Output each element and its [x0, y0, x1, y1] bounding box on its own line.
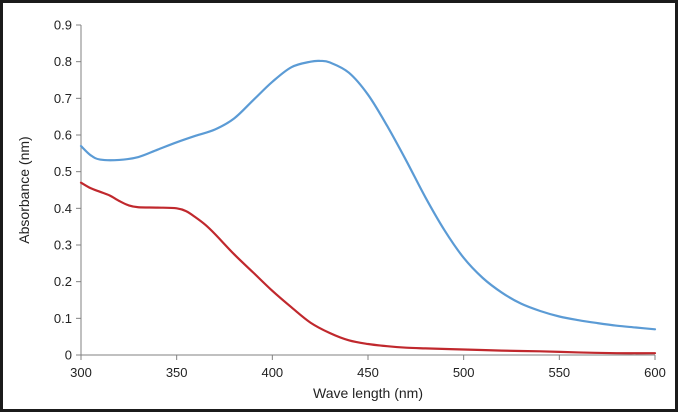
y-axis-title: Absorbance (nm) — [16, 136, 32, 243]
red-curve-line — [79, 181, 657, 355]
x-tick-label: 400 — [261, 365, 283, 380]
y-tick-label: 0.6 — [54, 128, 72, 143]
y-tick-label: 0 — [65, 348, 72, 363]
y-tick-label: 0.3 — [54, 238, 72, 253]
x-tick-label: 500 — [453, 365, 475, 380]
x-tick-label: 350 — [166, 365, 188, 380]
x-tick-label: 300 — [70, 365, 92, 380]
series — [79, 59, 657, 355]
y-tick-label: 0.4 — [54, 201, 72, 216]
x-tick-label: 450 — [357, 365, 379, 380]
y-tick-label: 0.7 — [54, 91, 72, 106]
axes — [80, 25, 655, 356]
blue-curve-line — [79, 59, 657, 331]
x-tick-label: 550 — [548, 365, 570, 380]
absorbance-line-chart: 0 0.1 0.2 0.3 0.4 0.5 0.6 0.7 0.8 0.9 300 350 400 450… — [16, 18, 666, 402]
x-tick-label: 600 — [644, 365, 666, 380]
y-tick-label: 0.9 — [54, 18, 72, 33]
x-axis-title: Wave length (nm) — [313, 385, 423, 401]
y-tick-label: 0.2 — [54, 274, 72, 289]
y-tick-label: 0.5 — [54, 164, 72, 179]
y-tick-label: 0.1 — [54, 311, 72, 326]
ticks: 0 0.1 0.2 0.3 0.4 0.5 0.6 0.7 0.8 0.9 300 350 400 450… — [54, 18, 666, 381]
y-tick-label: 0.8 — [54, 54, 72, 69]
